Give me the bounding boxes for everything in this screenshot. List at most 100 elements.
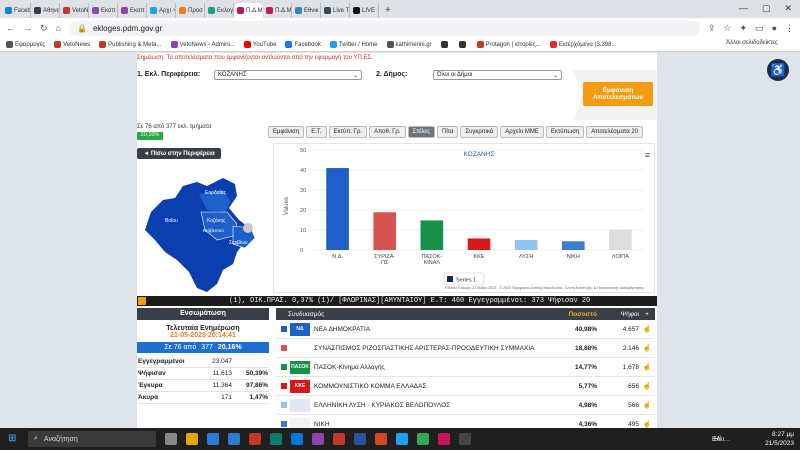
bookmark-item[interactable]: Facebook	[285, 41, 321, 48]
browser-tab[interactable]: Εκσπ×	[118, 3, 147, 18]
bar[interactable]	[561, 241, 585, 250]
clock[interactable]: 8:27 μμ 21/5/2023	[765, 430, 794, 448]
share-icon[interactable]: ⇪	[707, 22, 716, 33]
taskbar-app-icon[interactable]	[333, 433, 345, 445]
show-results-button[interactable]: Εμφάνιση Αποτελεσμάτων	[583, 82, 653, 106]
browser-tab[interactable]: Π.Δ.Μ×	[263, 3, 292, 18]
browser-tab[interactable]: Εκλογ×	[205, 3, 234, 18]
col-percent[interactable]: Ποσοστό	[568, 310, 597, 318]
browser-tab[interactable]: Π.Δ.Μ×	[234, 3, 263, 18]
bookmark-item[interactable]: Publishing & Meta...	[99, 41, 162, 48]
browser-tab[interactable]: Αθηνα×	[31, 3, 60, 18]
bar[interactable]	[514, 240, 538, 250]
forward-arrow-icon[interactable]: →	[23, 23, 32, 33]
bar[interactable]	[467, 238, 491, 250]
back-to-region-button[interactable]: ◄ Πίσω στην Περιφέρεια	[137, 148, 221, 159]
taskbar-app-icon[interactable]	[438, 433, 450, 445]
sidepanel-icon[interactable]: ▭	[755, 22, 764, 33]
taskbar-app-icon[interactable]	[354, 433, 366, 445]
browser-tab[interactable]: VetoN×	[60, 3, 89, 18]
party-row[interactable]: ΚΚΕ ΚΟΜΜΟΥΝΙΣΤΙΚΟ ΚΟΜΜΑ ΕΛΛΑΔΑΣ 5,77% 656 ☝	[276, 377, 655, 396]
bookmark-item[interactable]: VetoNews	[54, 41, 90, 48]
language-indicator[interactable]: ΕΛ	[712, 436, 721, 443]
tab-close-icon[interactable]: ×	[377, 8, 378, 14]
party-row[interactable]: ΕΛΛΗΝΙΚΗ ΛΥΣΗ - ΚΥΡΙΑΚΟΣ ΒΕΛΟΠΟΥΛΟΣ 4,98%…	[276, 396, 655, 415]
home-icon[interactable]: ⌂	[55, 23, 61, 33]
reload-icon[interactable]: ↻	[40, 22, 48, 33]
expand-details-icon[interactable]: ☝	[642, 402, 652, 409]
taskbar-app-icon[interactable]	[228, 433, 240, 445]
taskbar-app-icon[interactable]	[417, 433, 429, 445]
windows-start-icon[interactable]: ⊞	[8, 433, 17, 444]
bookmark-item[interactable]	[440, 41, 450, 48]
view-tab[interactable]: Αποτελέσματα 20	[586, 126, 644, 138]
bookmark-item[interactable]	[458, 41, 468, 48]
taskbar-app-icon[interactable]	[249, 433, 261, 445]
view-tab[interactable]: Αποθ. Γρ.	[369, 126, 406, 138]
chart-menu-icon[interactable]: ≡	[644, 150, 650, 160]
browser-tab[interactable]: Live T×	[321, 3, 350, 18]
close-icon[interactable]: ✕	[784, 2, 792, 13]
region-select[interactable]: ΚΟΖΑΝΗΣ ⌄	[214, 70, 362, 80]
expand-details-icon[interactable]: ☝	[642, 383, 652, 390]
bar[interactable]	[420, 220, 444, 250]
bookmark-item[interactable]: Εισερχόμενα (3.398...	[549, 41, 616, 48]
map-shape-eordaia[interactable]	[199, 190, 231, 212]
extensions-icon[interactable]: ✦	[739, 22, 748, 33]
accessibility-icon[interactable]: ♿	[767, 59, 789, 81]
bookmark-item[interactable]: VetoNews - Admini...	[170, 41, 235, 48]
new-tab-button[interactable]: +	[385, 5, 391, 16]
menu-icon[interactable]: ⋮	[785, 22, 794, 33]
party-row[interactable]: ΣΥΝΑΣΠΙΣΜΟΣ ΡΙΖΟΣΠΑΣΤΙΚΗΣ ΑΡΙΣΤΕΡΑΣ-ΠΡΟΟ…	[276, 339, 655, 358]
taskbar-app-icon[interactable]	[312, 433, 324, 445]
minimize-icon[interactable]: —	[738, 3, 748, 13]
bookmark-item[interactable]: Εφαρμογές	[6, 41, 45, 48]
browser-tab[interactable]: Προσ ×	[176, 3, 205, 18]
bookmark-item[interactable]: Twitter / Home	[329, 41, 378, 48]
taskbar-app-icon[interactable]	[270, 433, 282, 445]
expand-details-icon[interactable]: ☝	[642, 364, 652, 371]
col-votes[interactable]: Ψήφοι	[620, 310, 639, 318]
browser-tab[interactable]: Εκσπ×	[89, 3, 118, 18]
bookmark-item[interactable]: YouTube	[243, 41, 276, 48]
bookmark-item[interactable]: Protagon | ιστορίες...	[476, 41, 541, 48]
browser-tab[interactable]: Faceb×	[2, 3, 31, 18]
view-tab[interactable]: Πίτα	[436, 126, 459, 138]
view-tab[interactable]: Σπίλες	[407, 126, 435, 138]
taskbar-app-icon[interactable]	[459, 433, 471, 445]
bar[interactable]	[373, 212, 397, 250]
view-tab[interactable]: Αρχείο ΜΜΕ	[500, 126, 544, 138]
back-arrow-icon[interactable]: ←	[6, 23, 15, 33]
view-tab[interactable]: Ε.Τ.	[306, 126, 327, 138]
profile-icon[interactable]: ●	[771, 23, 777, 33]
party-row[interactable]: ΝΔ ΝΕΑ ΔΗΜΟΚΡΑΤΙΑ 40,98% 4.657 ☝	[276, 320, 655, 339]
browser-tab[interactable]: LIVE×	[350, 3, 379, 18]
bookmark-item[interactable]: kathimerini.gr	[386, 41, 432, 48]
browser-tab[interactable]: Εθνικ×	[292, 3, 321, 18]
browser-tab[interactable]: Αρχι×	[147, 3, 176, 18]
maximize-icon[interactable]: ▢	[761, 2, 771, 13]
party-row[interactable]: ΠΑΣΟΚ ΠΑΣΟΚ-Κίνημα Αλλαγής 14,77% 1.678 ☝	[276, 358, 655, 377]
other-bookmarks[interactable]: Άλλοι σελιδοδείκτες	[726, 40, 778, 46]
col-plus[interactable]: +	[645, 310, 649, 318]
view-tab[interactable]: Συγκριτικά	[460, 126, 499, 138]
expand-details-icon[interactable]: ☝	[642, 345, 652, 352]
expand-details-icon[interactable]: ☝	[642, 326, 652, 333]
bar[interactable]	[609, 229, 632, 250]
star-icon[interactable]: ☆	[723, 22, 732, 33]
taskbar-app-icon[interactable]	[207, 433, 219, 445]
weather-text[interactable]: Ηλι...	[714, 435, 730, 443]
taskbar-app-icon[interactable]	[396, 433, 408, 445]
view-tab[interactable]: Εκτύπ. Γρ.	[328, 126, 368, 138]
view-tab[interactable]: Εκτύπωση	[545, 126, 585, 138]
municipality-select[interactable]: Όλοι οι Δήμοι ⌄	[433, 70, 562, 80]
taskbar-app-icon[interactable]	[375, 433, 387, 445]
rss-icon[interactable]	[138, 297, 146, 305]
expand-details-icon[interactable]: ☝	[642, 421, 652, 428]
view-tab[interactable]: Εμφάνιση	[268, 126, 305, 138]
taskbar-app-icon[interactable]	[291, 433, 303, 445]
bar[interactable]	[326, 168, 349, 250]
taskbar-app-icon[interactable]	[186, 433, 198, 445]
legend-label[interactable]: Series 1	[456, 278, 476, 284]
taskbar-search[interactable]: ⌕ Αναζήτηση	[28, 431, 156, 447]
